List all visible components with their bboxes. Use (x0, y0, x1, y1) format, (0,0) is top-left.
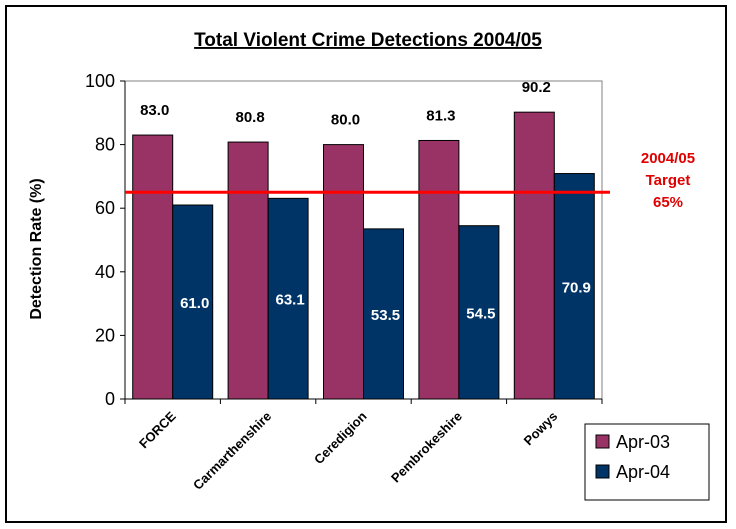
x-tick-label: Pembrokeshire (388, 409, 465, 486)
data-label: 70.9 (562, 279, 591, 296)
target-label: 65% (653, 194, 683, 211)
bar-apr-03 (323, 144, 364, 400)
bar-apr-03 (513, 111, 555, 400)
y-tick-label: 20 (95, 325, 115, 345)
bar-apr-04 (172, 204, 214, 400)
bar-apr-04 (363, 228, 404, 400)
x-tick-label: FORCE (136, 408, 179, 451)
data-label: 90.2 (522, 79, 551, 96)
y-tick-label: 60 (95, 198, 115, 218)
target-label: 2004/05 (641, 150, 695, 167)
target-label: Target (646, 172, 691, 189)
legend-label: Apr-04 (616, 462, 670, 482)
bar-apr-03 (227, 141, 269, 400)
data-label: 83.0 (140, 102, 169, 119)
y-tick-label: 100 (85, 71, 115, 91)
x-tick-label: Carmarthenshire (190, 409, 274, 493)
chart-title: Total Violent Crime Detections 2004/05 (194, 30, 542, 51)
y-tick-label: 80 (95, 135, 115, 155)
chart-frame: Total Violent Crime Detections 2004/05 0… (5, 5, 727, 523)
legend-swatch (595, 464, 610, 479)
data-label: 80.0 (331, 112, 360, 129)
target-line-group: 2004/05 Target 65% (125, 150, 695, 211)
bars (132, 111, 595, 400)
legend: Apr-03 Apr-04 (584, 423, 710, 501)
data-labels: 83.0 61.0 80.8 63.1 80.0 53.5 81.3 54.5 90.2 70.9 (140, 79, 591, 324)
bar-apr-04 (267, 197, 309, 400)
x-tick-label: Ceredigion (311, 408, 370, 467)
data-label: 80.8 (235, 109, 264, 126)
bar-apr-03 (132, 134, 174, 400)
y-axis-label: Detection Rate (%) (28, 178, 45, 319)
data-label: 81.3 (426, 107, 455, 124)
x-axis: FORCE Carmarthenshire Ceredigion Pembrokesh… (124, 398, 603, 493)
bar-apr-03 (418, 139, 460, 400)
legend-swatch (595, 434, 610, 449)
data-label: 61.0 (180, 295, 209, 312)
bar-apr-04 (553, 173, 595, 400)
y-tick-label: 40 (95, 262, 115, 282)
y-axis: 0 20 40 60 80 100 (85, 71, 126, 409)
data-label: 63.1 (275, 292, 304, 309)
data-label: 54.5 (466, 305, 495, 322)
chart-canvas: Total Violent Crime Detections 2004/05 0… (28, 30, 710, 501)
y-tick-label: 0 (105, 389, 115, 409)
data-label: 53.5 (371, 307, 400, 324)
legend-label: Apr-03 (616, 432, 670, 452)
x-tick-label: Powys (521, 409, 561, 449)
